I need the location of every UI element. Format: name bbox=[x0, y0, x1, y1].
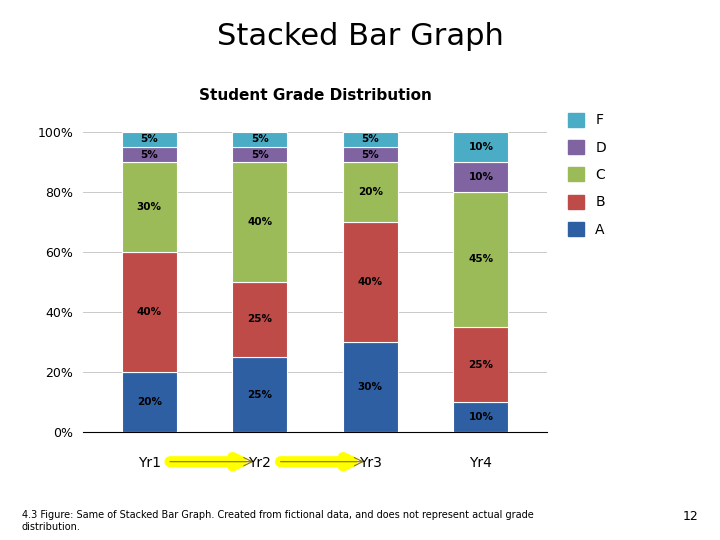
Text: 10%: 10% bbox=[468, 142, 493, 152]
Text: 40%: 40% bbox=[247, 217, 272, 227]
Text: 5%: 5% bbox=[361, 150, 379, 159]
Bar bbox=[343, 162, 398, 222]
Text: 20%: 20% bbox=[137, 397, 162, 407]
Text: Yr1: Yr1 bbox=[138, 456, 161, 470]
Text: 40%: 40% bbox=[358, 277, 383, 287]
Text: Yr3: Yr3 bbox=[359, 456, 382, 470]
Bar bbox=[122, 162, 177, 252]
Legend: F, D, C, B, A: F, D, C, B, A bbox=[564, 109, 611, 241]
Text: 12: 12 bbox=[683, 510, 698, 523]
Text: 30%: 30% bbox=[137, 202, 162, 212]
Text: 5%: 5% bbox=[361, 134, 379, 145]
Bar bbox=[343, 147, 398, 162]
Text: Yr2: Yr2 bbox=[248, 456, 271, 470]
Bar bbox=[453, 402, 508, 432]
Text: 10%: 10% bbox=[468, 172, 493, 182]
Text: 5%: 5% bbox=[251, 150, 269, 159]
Bar bbox=[343, 222, 398, 342]
Text: 10%: 10% bbox=[468, 412, 493, 422]
Text: 30%: 30% bbox=[358, 382, 383, 392]
Bar bbox=[122, 132, 177, 147]
Text: 5%: 5% bbox=[251, 134, 269, 145]
Bar bbox=[453, 192, 508, 327]
Bar bbox=[453, 132, 508, 162]
Bar bbox=[122, 147, 177, 162]
Text: 5%: 5% bbox=[140, 150, 158, 159]
Bar bbox=[453, 327, 508, 402]
Text: 25%: 25% bbox=[247, 314, 272, 325]
Bar bbox=[122, 252, 177, 372]
Text: 40%: 40% bbox=[137, 307, 162, 317]
Text: Stacked Bar Graph: Stacked Bar Graph bbox=[217, 22, 503, 51]
Bar bbox=[232, 282, 287, 357]
Title: Student Grade Distribution: Student Grade Distribution bbox=[199, 87, 431, 103]
Text: 25%: 25% bbox=[468, 360, 493, 369]
Bar bbox=[343, 132, 398, 147]
Text: Yr4: Yr4 bbox=[469, 456, 492, 470]
Text: 25%: 25% bbox=[247, 389, 272, 400]
Text: 20%: 20% bbox=[358, 187, 383, 197]
Text: 4.3 Figure: Same of Stacked Bar Graph. Created from fictional data, and does not: 4.3 Figure: Same of Stacked Bar Graph. C… bbox=[22, 510, 534, 532]
Bar bbox=[232, 147, 287, 162]
Text: 45%: 45% bbox=[468, 254, 493, 265]
Bar bbox=[122, 372, 177, 432]
Bar bbox=[232, 162, 287, 282]
Bar bbox=[232, 132, 287, 147]
Text: 5%: 5% bbox=[140, 134, 158, 145]
Bar bbox=[232, 357, 287, 432]
Bar bbox=[453, 162, 508, 192]
Bar bbox=[343, 342, 398, 432]
